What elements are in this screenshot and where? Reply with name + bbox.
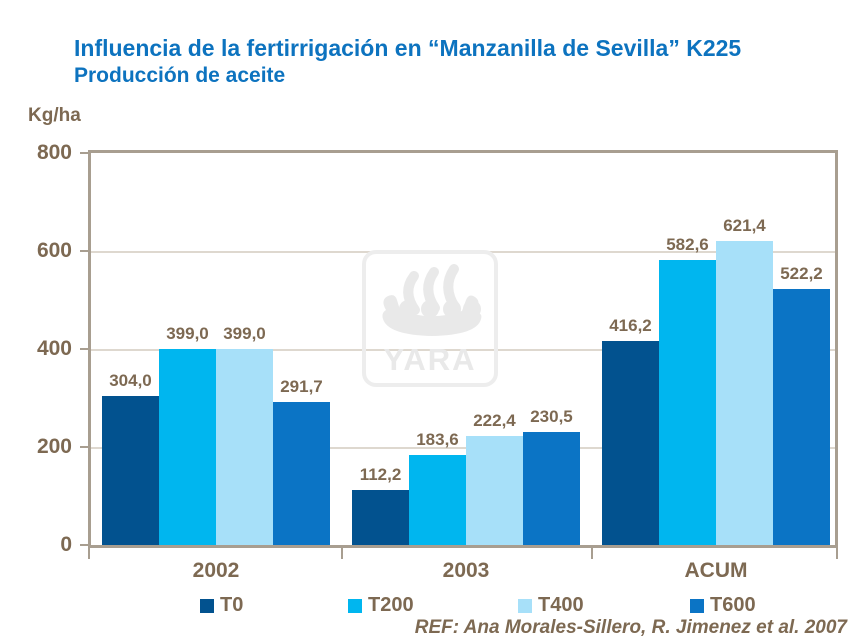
bar-T200-2002 [159, 349, 216, 545]
bar-T0-2002 [102, 396, 159, 545]
legend-swatch-T600 [690, 599, 704, 613]
chart-plot-area [88, 150, 838, 548]
bar-T600-2003 [523, 432, 580, 545]
legend-label-T0: T0 [220, 594, 244, 616]
x-tick-mark-3 [836, 548, 838, 559]
y-tick-label-800: 800 [36, 141, 72, 164]
y-tick-label-200: 200 [36, 435, 72, 458]
y-tick-label-600: 600 [36, 239, 72, 262]
bar-T400-2002 [216, 349, 273, 545]
gridline-400 [91, 349, 835, 351]
category-label-2002: 2002 [192, 559, 240, 582]
bar-T600-2002 [273, 402, 330, 545]
x-tick-mark-2 [591, 548, 593, 559]
legend-label-T400: T400 [538, 594, 584, 616]
yara-watermark-text: YARA [383, 342, 477, 377]
y-tick-mark-600 [80, 250, 88, 252]
x-tick-mark-0 [88, 548, 90, 559]
legend-item-T200: T200 [348, 594, 428, 616]
bar-T600-ACUM [773, 289, 830, 545]
category-label-ACUM: ACUM [684, 559, 748, 582]
bar-value-T200-2002: 399,0 [166, 324, 209, 343]
reference-citation: REF: Ana Morales-Sillero, R. Jimenez et … [414, 617, 847, 638]
y-tick-mark-800 [80, 152, 88, 154]
bar-value-T600-ACUM: 522,2 [780, 264, 823, 283]
bar-T400-ACUM [716, 241, 773, 545]
bar-value-T600-2003: 230,5 [530, 407, 573, 426]
bar-value-T200-2003: 183,6 [416, 430, 459, 449]
bar-value-T400-ACUM: 621,4 [723, 216, 766, 235]
y-tick-label-0: 0 [60, 533, 72, 556]
yara-watermark: YARA [362, 250, 498, 387]
legend-swatch-T0 [200, 599, 214, 613]
legend-label-T200: T200 [368, 594, 414, 616]
bar-T200-2003 [409, 455, 466, 545]
legend-item-T600: T600 [690, 594, 770, 616]
legend-swatch-T400 [518, 599, 532, 613]
x-tick-mark-1 [341, 548, 343, 559]
y-tick-label-400: 400 [36, 337, 72, 360]
legend-label-T600: T600 [710, 594, 756, 616]
bar-value-T0-2002: 304,0 [109, 371, 152, 390]
legend-item-T0: T0 [200, 594, 280, 616]
gridline-200 [91, 447, 835, 449]
bar-T400-2003 [466, 436, 523, 545]
page-subtitle: Producción de aceite [74, 64, 286, 87]
y-tick-mark-200 [80, 446, 88, 448]
bar-value-T200-ACUM: 582,6 [666, 235, 709, 254]
legend-item-T400: T400 [518, 594, 598, 616]
bar-value-T0-ACUM: 416,2 [609, 316, 652, 335]
bar-T0-2003 [352, 490, 409, 545]
bar-value-T600-2002: 291,7 [280, 377, 323, 396]
bar-value-T0-2003: 112,2 [359, 465, 402, 484]
y-tick-mark-0 [80, 544, 88, 546]
bar-T0-ACUM [602, 341, 659, 545]
legend-swatch-T200 [348, 599, 362, 613]
category-label-2003: 2003 [442, 559, 490, 582]
y-tick-mark-400 [80, 348, 88, 350]
page-title: Influencia de la fertirrigación en “Manz… [74, 35, 742, 61]
viking-ship-icon [382, 264, 482, 336]
bar-value-T400-2003: 222,4 [473, 411, 516, 430]
y-axis-label: Kg/ha [28, 105, 81, 126]
bar-T200-ACUM [659, 260, 716, 545]
bar-value-T400-2002: 399,0 [223, 324, 266, 343]
